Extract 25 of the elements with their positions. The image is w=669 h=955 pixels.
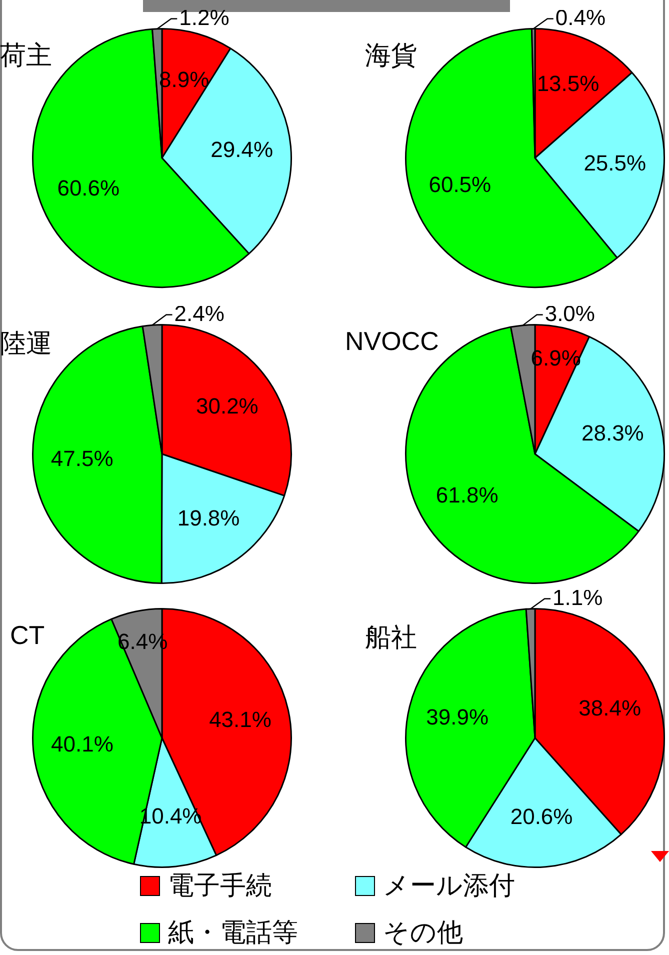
legend-label: 電子手続 (168, 869, 272, 902)
data-label: 60.5% (428, 172, 492, 198)
data-label: 39.9% (426, 704, 489, 730)
text: 陸運 (0, 327, 52, 360)
legend-label: その他 (383, 916, 463, 949)
data-label: 30.2% (196, 393, 258, 418)
legend-label: メール添付 (383, 869, 515, 902)
data-label: 47.5% (50, 446, 114, 471)
data-label: 28.3% (581, 420, 644, 446)
data-label: 13.5% (536, 71, 600, 96)
data-label: 38.4% (578, 696, 642, 720)
text: NVOCC (345, 326, 439, 357)
data-label: 43.1% (209, 706, 272, 732)
text: 船社 (365, 621, 417, 654)
text: 海貨 (365, 39, 417, 72)
data-label: 25.5% (584, 150, 646, 176)
data-label: 40.1% (51, 731, 114, 756)
legend-label: 紙・電話等 (168, 916, 298, 949)
data-label: 20.6% (510, 804, 573, 829)
text: CT (10, 620, 45, 651)
text: 荷主 (0, 39, 52, 72)
data-label: 61.8% (436, 482, 498, 508)
data-label: 60.6% (57, 176, 120, 201)
data-label: 29.4% (210, 136, 274, 162)
data-label: 19.8% (177, 505, 240, 530)
